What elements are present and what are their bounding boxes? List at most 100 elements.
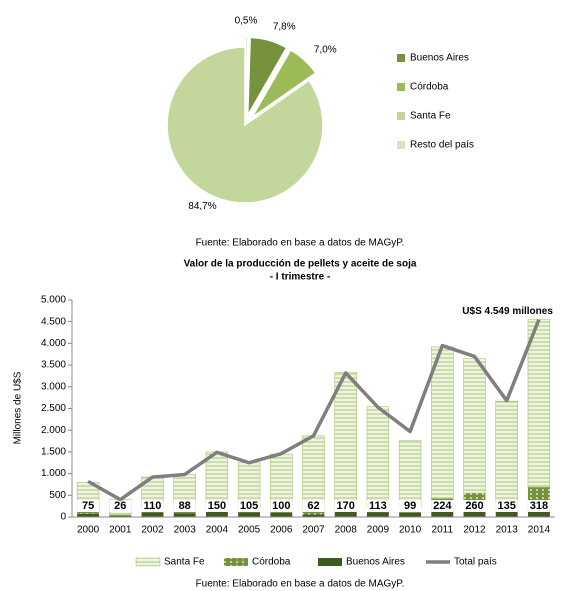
legend-swatch	[135, 557, 161, 567]
bar-segment	[77, 513, 100, 517]
x-tick-label: 2005	[238, 525, 261, 536]
data-label-box	[205, 500, 228, 512]
x-tick-label: 2014	[528, 525, 551, 536]
bar-segment	[334, 372, 357, 504]
bar-segment	[366, 512, 389, 517]
chart-title: Valor de la producción de pellets y acei…	[184, 259, 417, 270]
y-tick-label: 1.500	[41, 447, 66, 458]
legend-label: Buenos Aires	[410, 53, 469, 64]
bar-segment	[366, 406, 390, 508]
legend-label: Córdoba	[252, 557, 291, 568]
bar-segment	[334, 509, 357, 517]
slice-label: 84,7%	[188, 201, 216, 212]
bar-segment	[302, 511, 325, 515]
data-label-box	[527, 500, 550, 512]
legend-swatch	[397, 112, 405, 120]
data-label-box	[399, 500, 422, 512]
pie-slice	[251, 48, 317, 119]
x-tick-label: 2011	[432, 525, 454, 536]
x-tick-label: 2001	[109, 525, 132, 536]
legend-label: Resto del país	[410, 140, 474, 151]
data-label: 62	[307, 500, 319, 512]
data-label: 110	[144, 500, 162, 512]
data-label: 75	[82, 500, 94, 512]
x-tick-label: 2007	[302, 525, 325, 536]
bar-segment	[141, 512, 164, 517]
pie-slice	[244, 36, 249, 116]
total-line	[87, 318, 541, 502]
data-label: 99	[404, 500, 416, 512]
x-tick-label: 2009	[367, 525, 390, 536]
data-label-box	[366, 500, 389, 512]
legend-swatch	[224, 558, 248, 566]
data-label: 224	[433, 500, 452, 512]
data-label-box	[141, 500, 164, 512]
bar-segment	[399, 512, 422, 517]
data-label: 260	[465, 500, 483, 512]
bar-segment	[238, 512, 261, 517]
bar-segment	[527, 319, 551, 488]
x-tick-label: 2010	[399, 525, 422, 536]
data-label: 88	[179, 500, 191, 512]
legend-swatch	[318, 558, 342, 566]
bar-segment	[77, 511, 100, 514]
bar-segment	[302, 514, 325, 517]
legend-label: Total país	[454, 557, 497, 568]
bar-segment	[495, 511, 518, 517]
data-label: 26	[114, 500, 126, 512]
data-label-box	[463, 500, 486, 512]
slice-label: 0,5%	[235, 16, 258, 27]
data-label: 170	[337, 500, 355, 512]
bar-segment	[527, 487, 550, 504]
x-tick-label: 2006	[270, 525, 293, 536]
bar-segment	[431, 507, 454, 517]
y-tick-label: 0	[60, 512, 66, 523]
pie-slice	[246, 36, 288, 116]
data-label-box	[431, 500, 454, 512]
data-label: 100	[272, 500, 290, 512]
x-tick-label: 2000	[77, 525, 100, 536]
chart-subtitle: - I trimestre -	[270, 272, 331, 283]
data-label: 318	[530, 500, 548, 512]
bar-segment	[205, 451, 229, 506]
bar-segment	[109, 515, 132, 517]
y-axis-label: Millones de U$S	[13, 371, 24, 444]
slice-label: 7,8%	[273, 22, 296, 33]
y-tick-label: 3.000	[41, 381, 66, 392]
x-tick-label: 2004	[206, 525, 229, 536]
bar-segment	[270, 512, 293, 517]
bar-segment	[173, 513, 196, 517]
bar-segment	[495, 400, 518, 505]
data-label: 150	[208, 500, 226, 512]
x-tick-label: 2008	[335, 525, 358, 536]
y-tick-label: 4.500	[41, 316, 66, 327]
data-label-box	[238, 500, 261, 512]
annotation: U$S 4.549 millones	[462, 306, 553, 317]
data-label-box	[270, 500, 293, 512]
legend-label: Santa Fe	[164, 557, 205, 568]
data-label-box	[109, 500, 132, 512]
legend-label: Córdoba	[410, 82, 449, 93]
x-tick-label: 2003	[174, 525, 197, 536]
data-label-box	[77, 500, 100, 512]
data-label-box	[334, 500, 357, 512]
x-tick-label: 2012	[463, 525, 486, 536]
y-tick-label: 4.000	[41, 338, 66, 349]
legend-swatch	[397, 83, 405, 91]
bar-source: Fuente: Elaborado en base a datos de MAG…	[196, 579, 405, 590]
pie-source: Fuente: Elaborado en base a datos de MAG…	[196, 238, 405, 249]
y-tick-label: 3.500	[41, 360, 66, 371]
data-label-box	[173, 500, 196, 512]
x-tick-label: 2013	[496, 525, 519, 536]
data-label: 113	[369, 500, 387, 512]
data-label: 105	[240, 500, 258, 512]
data-label: 135	[498, 500, 516, 512]
y-tick-label: 2.500	[41, 403, 66, 414]
y-tick-label: 1.000	[41, 468, 66, 479]
pie-slice	[166, 46, 324, 204]
x-tick-label: 2002	[141, 525, 164, 536]
legend-label: Santa Fe	[410, 111, 451, 122]
y-tick-label: 5.000	[41, 295, 66, 306]
bar-segment	[398, 440, 422, 510]
